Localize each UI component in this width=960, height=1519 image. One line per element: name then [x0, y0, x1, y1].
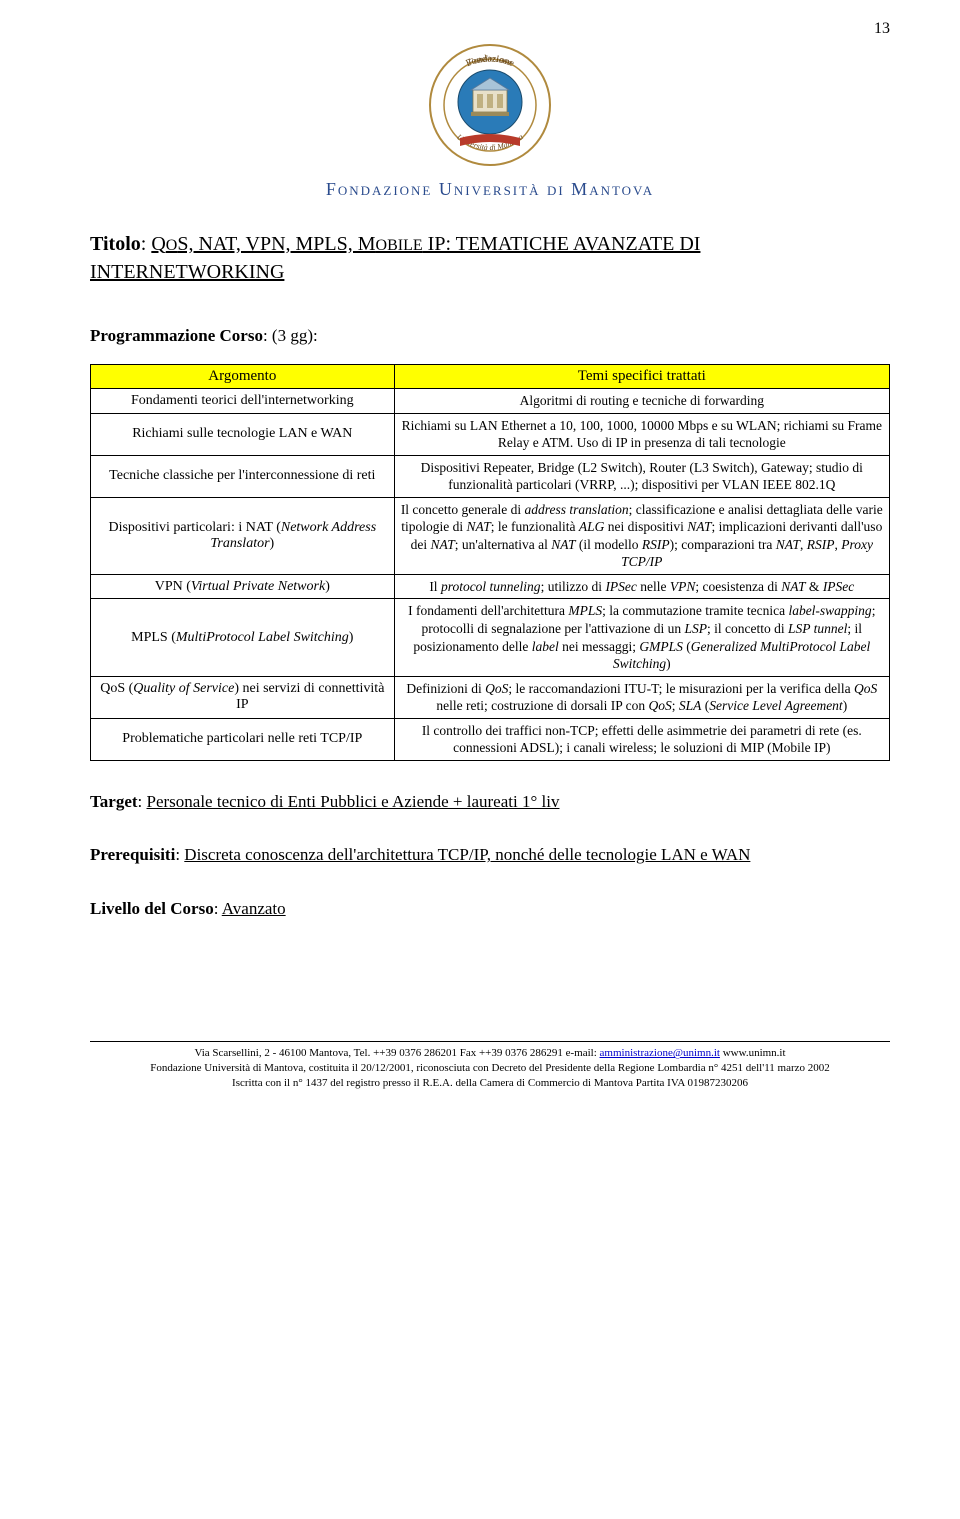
table-header-temi: Temi specifici trattati — [394, 365, 889, 389]
programmazione-label: Programmazione Corso — [90, 326, 263, 345]
cell-right: Il concetto generale di address translat… — [394, 497, 889, 574]
target-label: Target — [90, 792, 138, 811]
table-row: VPN (Virtual Private Network) Il protoco… — [91, 574, 890, 599]
level-line: Livello del Corso: Avanzato — [90, 896, 890, 922]
table-row: QoS (Quality of Service) nei servizi di … — [91, 676, 890, 718]
programmazione-line: Programmazione Corso: (3 gg): — [90, 326, 890, 346]
cell-left: Fondamenti teorici dell'internetworking — [91, 389, 395, 414]
footer-line-1: Via Scarsellini, 2 - 46100 Mantova, Tel.… — [90, 1046, 890, 1061]
cell-right: Il protocol tunneling; utilizzo di IPSec… — [394, 574, 889, 599]
target-value: Personale tecnico di Enti Pubblici e Azi… — [147, 792, 560, 811]
table-row: Problematiche particolari nelle reti TCP… — [91, 718, 890, 760]
table-header-argomento: Argomento — [91, 365, 395, 389]
cell-right: Richiami su LAN Ethernet a 10, 100, 1000… — [394, 413, 889, 455]
foundation-name: Fondazione Università di Mantova — [90, 179, 890, 200]
cell-left: QoS (Quality of Service) nei servizi di … — [91, 676, 395, 718]
footer-email-link[interactable]: amministrazione@unimn.it — [600, 1047, 720, 1059]
cell-right: Dispositivi Repeater, Bridge (L2 Switch)… — [394, 455, 889, 497]
prereq-label: Prerequisiti — [90, 845, 175, 864]
table-row: Fondamenti teorici dell'internetworking … — [91, 389, 890, 414]
cell-left: Dispositivi particolari: i NAT (Network … — [91, 497, 395, 574]
cell-left: Tecniche classiche per l'interconnession… — [91, 455, 395, 497]
cell-right: Algoritmi di routing e tecniche di forwa… — [394, 389, 889, 414]
level-label: Livello del Corso — [90, 899, 214, 918]
footer-line-2: Fondazione Università di Mantova, costit… — [90, 1061, 890, 1076]
cell-left: Problematiche particolari nelle reti TCP… — [91, 718, 395, 760]
table-row: Dispositivi particolari: i NAT (Network … — [91, 497, 890, 574]
table-row: Tecniche classiche per l'interconnession… — [91, 455, 890, 497]
programmazione-value: : (3 gg): — [263, 326, 318, 345]
title-label: Titolo — [90, 233, 141, 255]
title-text-1: QOS, NAT, VPN, MPLS, MOBILE IP: — [151, 233, 451, 255]
table-row: MPLS (MultiProtocol Label Switching) I f… — [91, 599, 890, 676]
foundation-logo-icon: Fondazione Fondazione Università di Mant… — [425, 40, 555, 170]
footer-divider — [90, 1041, 890, 1042]
target-line: Target: Personale tecnico di Enti Pubbli… — [90, 789, 890, 815]
course-table: Argomento Temi specifici trattati Fondam… — [90, 364, 890, 761]
cell-right: Il controllo dei traffici non-TCP; effet… — [394, 718, 889, 760]
cell-right: I fondamenti dell'architettura MPLS; la … — [394, 599, 889, 676]
table-row: Richiami sulle tecnologie LAN e WAN Rich… — [91, 413, 890, 455]
cell-left: Richiami sulle tecnologie LAN e WAN — [91, 413, 395, 455]
cell-left: VPN (Virtual Private Network) — [91, 574, 395, 599]
level-value: Avanzato — [222, 899, 286, 918]
logo-block: Fondazione Fondazione Università di Mant… — [90, 40, 890, 200]
course-title: Titolo: QOS, NAT, VPN, MPLS, MOBILE IP: … — [90, 230, 890, 286]
prereq-value: Discreta conoscenza dell'architettura TC… — [184, 845, 750, 864]
footer-line-3: Iscritta con il n° 1437 del registro pre… — [90, 1076, 890, 1091]
cell-right: Definizioni di QoS; le raccomandazioni I… — [394, 676, 889, 718]
svg-text:Fondazione: Fondazione — [466, 53, 514, 67]
page-number: 13 — [874, 20, 890, 38]
prereq-line: Prerequisiti: Discreta conoscenza dell'a… — [90, 842, 890, 868]
cell-left: MPLS (MultiProtocol Label Switching) — [91, 599, 395, 676]
page-footer: Via Scarsellini, 2 - 46100 Mantova, Tel.… — [90, 1041, 890, 1091]
